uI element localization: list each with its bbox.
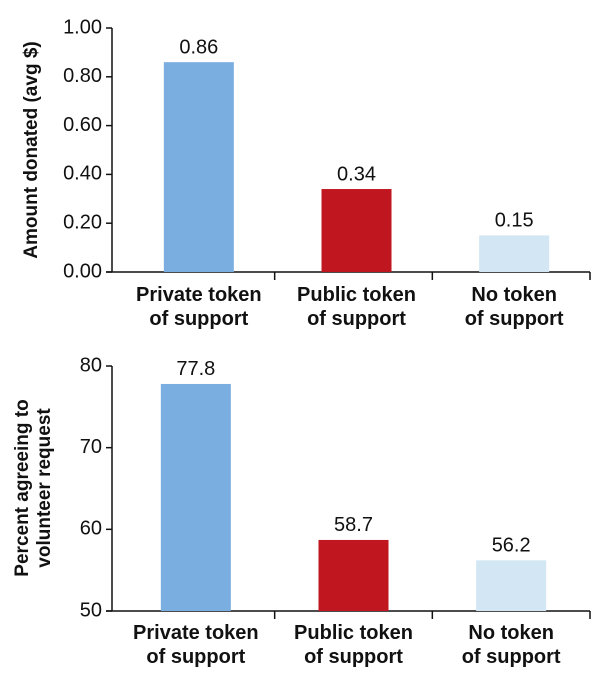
bar bbox=[476, 560, 547, 611]
bar bbox=[479, 235, 550, 272]
x-tick-label: Public token of support bbox=[297, 284, 416, 330]
x-tick-label: Public token of support bbox=[294, 622, 413, 668]
y-tick-label: 1.00 bbox=[63, 16, 102, 38]
value-label: 0.86 bbox=[179, 36, 218, 58]
y-tick-label: 0.00 bbox=[63, 260, 102, 282]
y-axis-label: Amount donated (avg $) bbox=[21, 41, 42, 258]
value-label: 58.7 bbox=[334, 514, 373, 536]
value-label: 0.34 bbox=[337, 163, 376, 185]
x-tick-label: Private token of support bbox=[133, 622, 259, 668]
x-tick-label: No token of support bbox=[462, 622, 561, 668]
value-label: 77.8 bbox=[176, 358, 215, 380]
bar bbox=[163, 62, 234, 272]
y-tick-label: 0.60 bbox=[63, 114, 102, 136]
x-tick-label: Private token of support bbox=[136, 284, 262, 330]
y-tick-label: 80 bbox=[80, 354, 102, 376]
y-tick-label: 0.80 bbox=[63, 65, 102, 87]
value-label: 0.15 bbox=[495, 210, 534, 232]
y-tick-label: 60 bbox=[80, 518, 102, 540]
x-tick-label: No token of support bbox=[465, 284, 564, 330]
bar bbox=[321, 189, 392, 272]
y-tick-label: 0.40 bbox=[63, 163, 102, 185]
y-axis-label: Percent agreeing tovolunteer request bbox=[12, 399, 55, 576]
y-tick-label: 70 bbox=[80, 436, 102, 458]
value-label: 56.2 bbox=[492, 535, 531, 557]
y-tick-label: 50 bbox=[80, 599, 102, 621]
bar bbox=[318, 539, 389, 611]
y-tick-label: 0.20 bbox=[63, 211, 102, 233]
bar bbox=[160, 383, 231, 611]
